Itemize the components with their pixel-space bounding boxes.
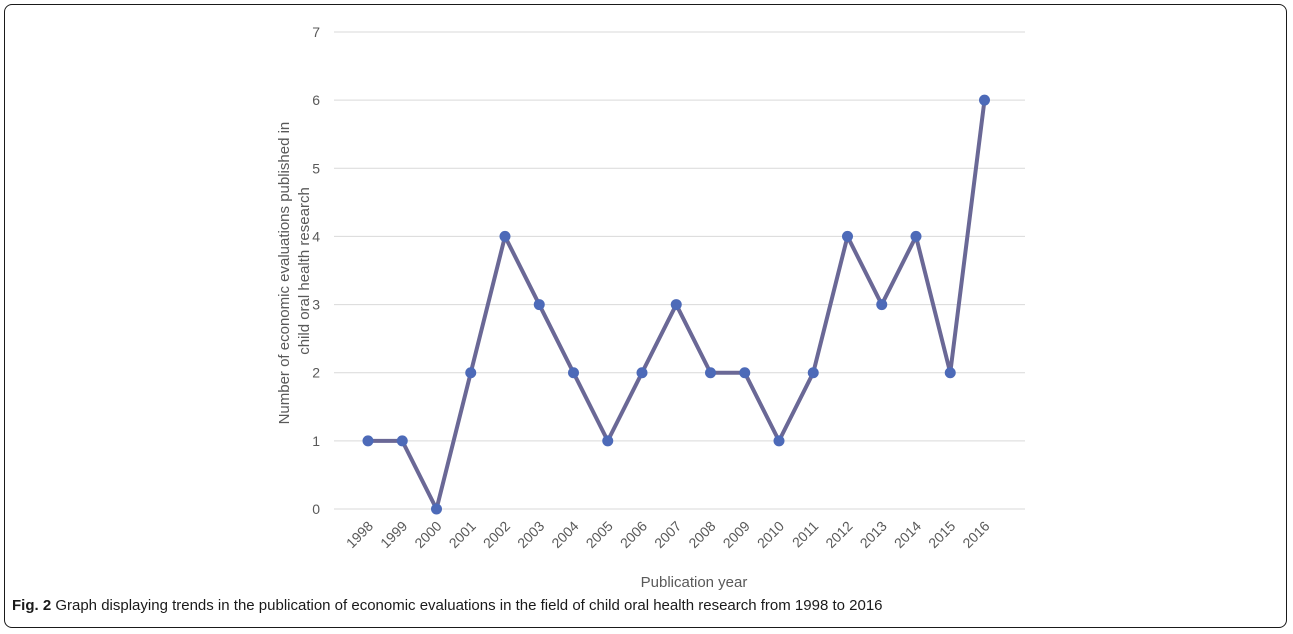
y-tick-label: 0 [312,501,320,517]
x-tick-label: 2000 [411,518,444,551]
x-tick-label: 2008 [685,518,718,551]
data-point-1998 [362,435,374,447]
data-point-2006 [636,367,648,379]
data-point-2000 [431,503,442,515]
data-point-2013 [876,299,888,311]
x-tick-label: 2005 [583,518,616,551]
x-tick-label: 2010 [754,518,787,551]
data-point-2010 [773,435,785,447]
x-tick-label: 2006 [617,518,650,551]
x-tick-label: 1998 [343,518,376,551]
data-point-2003 [533,299,545,311]
data-point-2002 [499,230,511,242]
x-tick-label: 2015 [925,518,958,551]
y-tick-label: 2 [312,365,320,381]
y-tick-label: 6 [312,92,320,108]
y-tick-labels: 0 1 2 3 4 5 6 7 [312,24,320,517]
y-tick-label: 5 [312,160,320,176]
grid-layer [334,31,1025,510]
x-tick-label: 2013 [857,518,890,551]
x-tick-label: 2003 [514,518,547,551]
x-tick-label: 2001 [446,518,479,551]
figure-frame [4,4,1287,628]
figure-label: Fig. 2 [12,597,52,614]
y-tick-label: 3 [312,297,320,313]
y-tick-label: 1 [312,433,320,449]
data-point-2005 [602,435,614,447]
x-tick-label: 2011 [789,518,822,551]
x-tick-label: 2004 [548,518,581,551]
x-tick-label: 2002 [480,518,513,551]
x-tick-label: 2007 [651,518,684,551]
data-point-2001 [465,367,477,379]
data-point-1999 [396,435,408,447]
y-tick-label: 4 [312,228,320,244]
x-tick-label: 2009 [720,518,753,551]
data-point-2008 [705,367,716,379]
y-axis-title-line-2: child oral health research [296,187,313,355]
x-tick-label: 2016 [959,518,992,551]
y-tick-label: 7 [312,24,320,40]
figure-caption: Fig. 2 Graph displaying trends in the pu… [12,597,883,614]
y-axis-title-line-1: Number of economic evaluations published… [276,122,293,425]
x-tick-labels: 1998 1999 2000 2001 2002 2003 2004 2005 2006 2007… [343,518,993,551]
x-tick-label: 2012 [822,518,855,551]
caption-text: Graph displaying trends in the publicati… [51,597,883,614]
x-tick-label: 2014 [891,518,924,551]
data-point-2016 [979,94,990,106]
x-axis-title: Publication year [641,574,748,591]
data-point-2012 [842,230,853,242]
y-axis-title: Number of economic evaluations published… [276,118,313,425]
data-point-2011 [807,367,819,379]
data-point-2007 [670,299,682,311]
data-point-2004 [568,367,579,379]
data-point-2009 [739,367,751,379]
data-points [362,94,990,515]
data-point-2014 [910,230,922,242]
data-point-2015 [944,367,956,379]
x-tick-label: 1999 [377,518,410,551]
